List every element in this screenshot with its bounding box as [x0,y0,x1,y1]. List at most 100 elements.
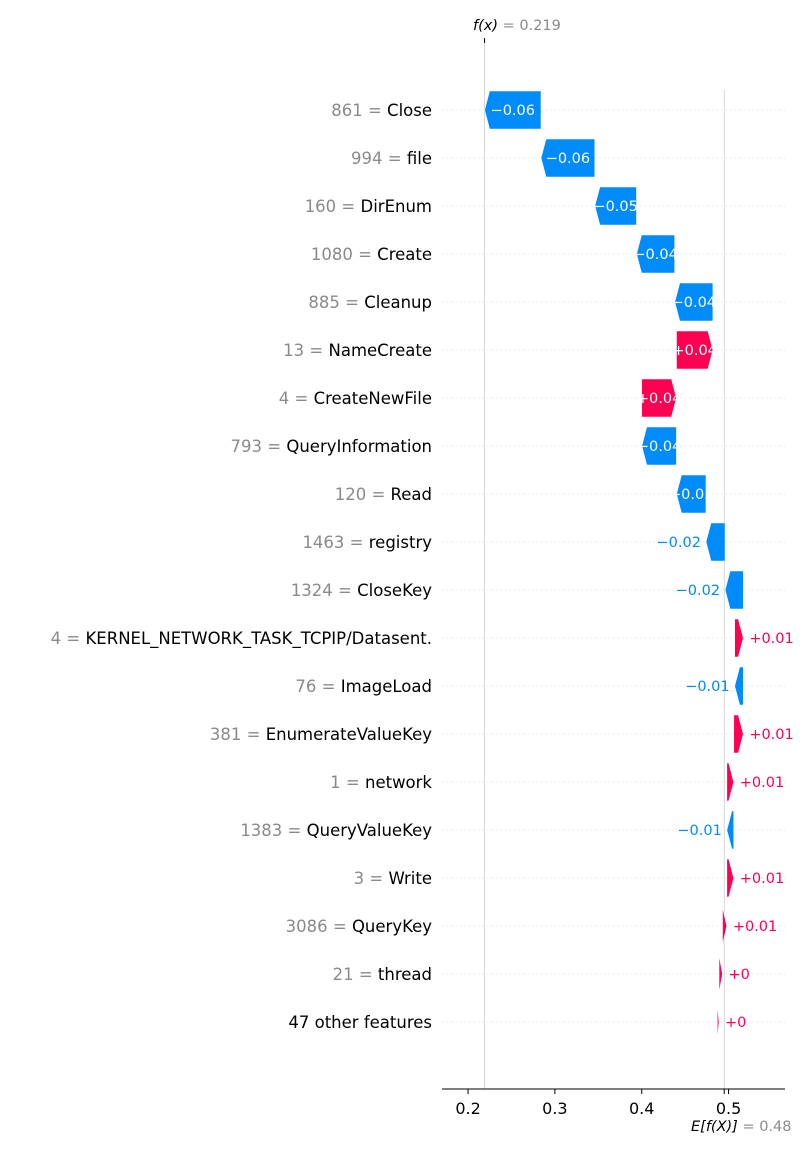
bar-cleanup [674,282,714,322]
feature-label: 1080 = Create [311,245,432,264]
bar-closekey [724,570,744,610]
feature-value: 3086 = [286,917,352,936]
feature-value: 13 = [283,341,328,360]
feature-value: 1 = [330,773,365,792]
feature-label: 4 = KERNEL_NETWORK_TASK_TCPIP/Datasent. [51,629,432,649]
fx-label-name: f(x) [473,18,503,34]
feature-name: NameCreate [328,341,432,360]
bar-value-label: +0 [728,967,749,983]
fx-label: f(x) = 0.219 [473,18,561,34]
bar-registry [705,522,726,562]
bar-write [726,858,735,898]
bar-value-label: +0.01 [740,871,784,887]
bar-value-label: −0.03 [669,487,713,503]
feature-name: CreateNewFile [314,389,432,408]
feature-name: QueryInformation [286,437,432,456]
bar-value-label: −0.04 [637,439,681,455]
feature-name: network [365,773,432,792]
feature-label: 160 = DirEnum [305,197,432,216]
feature-label: 3086 = QueryKey [286,917,433,936]
x-tick-label: 0.3 [542,1099,567,1118]
feature-label: 861 = Close [331,101,432,120]
feature-label: 1383 = QueryValueKey [240,821,432,840]
bar-47-other-features [716,1002,720,1042]
feature-name: Close [387,101,432,120]
feature-label: 1324 = CloseKey [291,581,432,600]
bar-value-label: −0.01 [677,823,721,839]
bar-enumeratevaluekey [733,714,744,754]
feature-value: 793 = [231,437,287,456]
bar-value-label: −0.05 [593,199,637,215]
feature-value: 4 = [279,389,314,408]
feature-label: 793 = QueryInformation [231,437,432,456]
feature-name: thread [378,965,432,984]
bar-value-label: +0.01 [749,727,793,743]
fx-label-value: = 0.219 [503,18,561,34]
feature-label: 994 = file [351,149,432,168]
x-tick-label: 0.2 [455,1099,480,1118]
feature-label: 1463 = registry [302,533,432,552]
bar-value-label: −0.01 [685,679,729,695]
bars: −0.06 −0.06 −0.05 −0.04 −0.04 +0.04 +0.04 −0.04… [484,90,794,1042]
feature-name: QueryValueKey [307,821,433,840]
fx-annotation: f(x) = 0.219 [473,18,561,43]
bar-read [676,474,707,514]
x-tick-label: 0.5 [716,1099,741,1118]
bar-queryvaluekey [726,810,735,850]
bar-value-label: −0.06 [491,103,535,119]
feature-value: 1080 = [311,245,377,264]
row-gridlines [442,109,785,1023]
feature-name: registry [369,533,432,552]
bar-direnum [594,186,637,226]
bar-value-label: +0 [725,1015,746,1031]
feature-value: 21 = [333,965,378,984]
feature-name: Cleanup [364,293,432,312]
bar-thread [718,954,723,994]
feature-value: 381 = [210,725,266,744]
bar-kernel-network-task-tcpip-datasent- [734,618,744,658]
feature-label: 3 = Write [354,869,432,888]
feature-name: file [407,149,432,168]
feature-label: 13 = NameCreate [283,341,432,360]
feature-label: 381 = EnumerateValueKey [210,725,432,744]
feature-label: 1 = network [330,773,432,792]
feature-value: 885 = [308,293,364,312]
feature-name: CloseKey [357,581,432,600]
feature-label: 76 = ImageLoad [295,677,432,696]
feature-value: 76 = [295,677,340,696]
bar-namecreate [676,330,714,370]
bar-queryinformation [641,426,677,466]
feature-value: 160 = [305,197,361,216]
ex-label-value: = 0.48 [742,1119,791,1135]
feature-name: ImageLoad [341,677,432,696]
bar-value-label: +0.01 [733,919,777,935]
feature-value: 1324 = [291,581,357,600]
bar-querykey [722,906,728,946]
bar-close [484,90,542,130]
feature-value: 1383 = [240,821,306,840]
bar-value-label: +0.04 [672,343,716,359]
feature-name: KERNEL_NETWORK_TASK_TCPIP/Datasent. [85,629,432,649]
x-axis: 0.2 0.3 0.4 0.5 [442,1088,785,1118]
bar-createnewfile [641,378,677,418]
feature-labels: 861 = Close 994 = file 160 = DirEnum 1080 =… [51,101,433,1032]
bar-file [540,138,596,178]
feature-value: 1463 = [302,533,368,552]
bar-value-label: +0.01 [749,631,793,647]
feature-name: QueryKey [352,917,432,936]
bar-value-label: +0.01 [740,775,784,791]
bar-value-label: −0.06 [546,151,590,167]
x-tick-label: 0.4 [629,1099,654,1118]
feature-value: 861 = [331,101,387,120]
bar-value-label: +0.04 [637,391,681,407]
feature-name: EnumerateValueKey [266,725,433,744]
feature-name: DirEnum [361,197,433,216]
feature-label: 21 = thread [333,965,432,984]
feature-name: 47 other features [288,1013,432,1032]
bar-network [726,762,735,802]
feature-name: Write [388,869,432,888]
bar-value-label: −0.04 [672,295,716,311]
feature-value: 120 = [335,485,391,504]
feature-name: Create [377,245,432,264]
